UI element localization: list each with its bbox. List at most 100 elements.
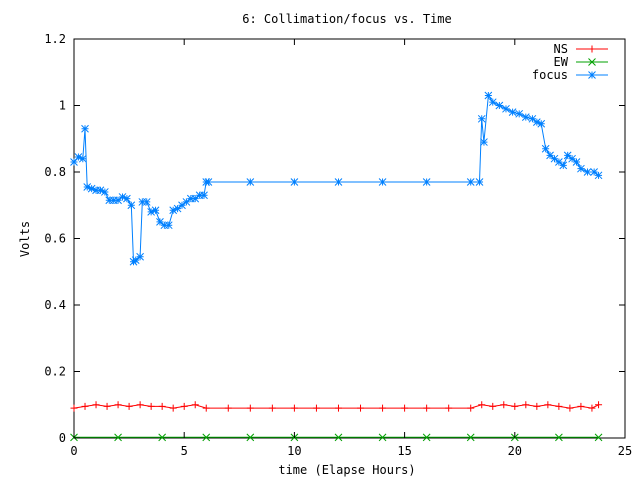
focus-point <box>515 109 524 118</box>
x-tick-label: 5 <box>181 444 188 458</box>
focus-point <box>502 104 510 113</box>
EW-point <box>158 433 167 442</box>
NS-point <box>478 401 486 409</box>
NS-point <box>544 401 552 409</box>
focus-point <box>528 114 537 123</box>
focus-point <box>138 198 147 206</box>
NS-point <box>81 402 89 410</box>
NS-point <box>423 404 431 412</box>
focus-point <box>142 198 151 206</box>
chart-title: 6: Collimation/focus vs. Time <box>242 12 452 26</box>
focus-point <box>114 196 122 205</box>
focus-point <box>495 101 504 110</box>
focus-point <box>488 98 497 107</box>
focus-point <box>156 218 164 226</box>
focus-point <box>105 196 114 205</box>
focus-point <box>559 161 568 170</box>
focus-point <box>123 194 131 203</box>
NS-point <box>379 404 387 412</box>
x-tick-label: 15 <box>397 444 411 458</box>
focus-point <box>422 178 431 186</box>
series-NS <box>70 401 603 412</box>
focus-point <box>70 158 78 166</box>
focus-point <box>78 154 87 163</box>
focus-point <box>590 168 598 176</box>
y-tick-label: 1.2 <box>44 32 66 46</box>
x-tick-label: 20 <box>508 444 522 458</box>
y-tick-label: 1 <box>59 99 66 113</box>
focus-point <box>147 208 155 216</box>
focus-point <box>173 204 182 213</box>
y-tick-label: 0 <box>59 431 66 445</box>
focus-point <box>136 252 144 261</box>
y-axis: 0 0.2 0.4 0.6 0.8 1 1.2 <box>44 32 625 445</box>
NS-point <box>169 404 177 412</box>
focus-point <box>83 183 92 191</box>
focus-point <box>195 191 204 200</box>
focus-point <box>521 113 530 121</box>
focus-point <box>81 124 89 133</box>
focus-point <box>537 119 546 128</box>
focus-point <box>550 154 559 163</box>
y-axis-label: Volts <box>18 221 32 257</box>
focus-point <box>477 114 486 123</box>
focus-point <box>572 158 581 166</box>
focus-point <box>87 184 96 193</box>
EW-point <box>246 433 255 442</box>
x-tick-label: 10 <box>287 444 301 458</box>
focus-point <box>378 178 387 186</box>
NS-point <box>357 404 365 412</box>
focus-point <box>131 256 140 264</box>
NS-point <box>202 404 210 412</box>
focus-point <box>169 206 178 215</box>
NS-point <box>246 404 254 412</box>
focus-point <box>74 153 83 161</box>
focus-point <box>508 108 517 117</box>
NS-point <box>522 401 530 409</box>
focus-point <box>290 178 299 186</box>
y-tick-label: 0.2 <box>44 365 66 379</box>
focus-point <box>246 178 255 186</box>
y-tick-label: 0.8 <box>44 165 66 179</box>
NS-point <box>70 404 78 412</box>
focus-point <box>96 186 105 195</box>
EW-point <box>202 433 211 442</box>
NS-point <box>158 402 166 410</box>
NS-point <box>489 402 497 410</box>
EW-point <box>422 433 431 442</box>
x-tick-label: 25 <box>618 444 632 458</box>
focus-point <box>109 196 118 205</box>
NS-point <box>191 401 199 409</box>
NS-point <box>125 402 133 410</box>
focus-point <box>118 193 127 201</box>
focus-point <box>480 138 488 146</box>
focus-point <box>577 164 585 173</box>
NS-point <box>224 404 232 412</box>
legend-marker-EW <box>588 58 596 66</box>
EW-point <box>378 433 387 442</box>
focus-point <box>151 206 160 215</box>
focus-point <box>555 158 563 166</box>
focus-point <box>563 151 572 160</box>
NS-point <box>268 404 276 412</box>
focus-point <box>532 118 541 126</box>
legend-label-EW: EW <box>554 55 569 69</box>
focus-line <box>73 94 599 263</box>
focus-point <box>484 91 493 100</box>
NS-point <box>555 402 563 410</box>
focus-point <box>186 194 195 203</box>
EW-point <box>114 433 122 442</box>
focus-point <box>200 191 208 200</box>
focus-point <box>127 201 136 210</box>
focus-point <box>92 186 100 195</box>
EW-point <box>334 433 343 442</box>
y-tick-label: 0.4 <box>44 298 66 312</box>
EW-point <box>555 433 563 442</box>
focus-point <box>583 168 592 176</box>
focus-point <box>204 178 213 186</box>
focus-point <box>541 144 550 153</box>
y-tick-label: 0.6 <box>44 232 66 246</box>
EW-point <box>594 433 603 442</box>
